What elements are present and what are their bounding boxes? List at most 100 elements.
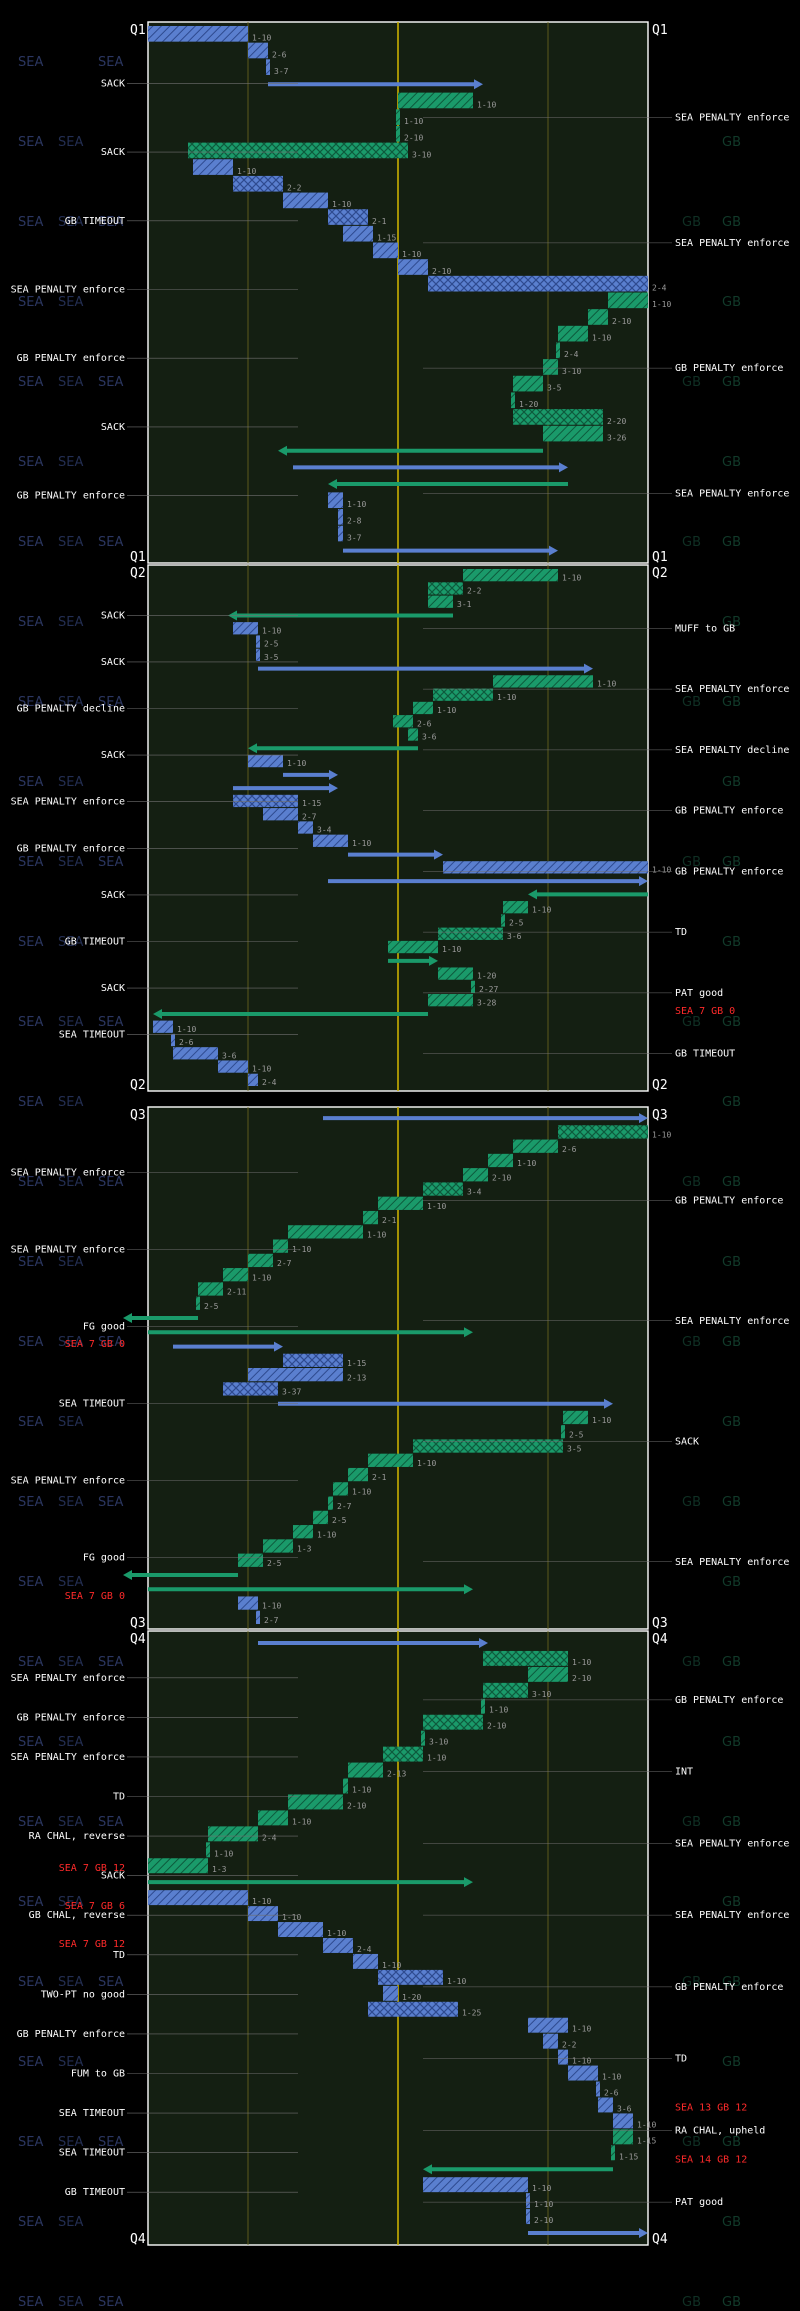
down-distance-label: 2-13	[347, 1373, 366, 1382]
gb-play-bar	[423, 1182, 463, 1196]
watermark-sea: SEA	[18, 935, 43, 950]
sea-play-bar	[278, 1922, 323, 1937]
gb-play-bar	[396, 109, 400, 125]
gb-play-bar	[413, 1439, 563, 1453]
gb-play-bar	[543, 425, 603, 442]
watermark-sea: SEA	[58, 1015, 83, 1030]
play: 3-6	[598, 2097, 632, 2113]
event-label: TD	[113, 1950, 125, 1961]
watermark-sea: SEA	[58, 2215, 83, 2230]
play: 1-3	[263, 1539, 312, 1554]
down-distance-label: 3-7	[274, 67, 289, 76]
down-distance-label: 1-10	[402, 250, 421, 259]
down-distance-label: 1-10	[352, 1785, 371, 1794]
down-distance-label: 2-1	[372, 1473, 387, 1482]
down-distance-label: 2-8	[347, 517, 362, 526]
quarter-label: Q1	[652, 23, 668, 38]
kick-arrow-head	[423, 2164, 432, 2175]
down-distance-label: 2-2	[287, 184, 302, 193]
play: 1-10	[223, 1268, 271, 1282]
down-distance-label: 1-10	[497, 693, 516, 702]
sea-play-bar	[526, 2209, 530, 2225]
play: 2-1	[363, 1210, 397, 1225]
play: 2-8	[338, 509, 362, 526]
down-distance-label: 3-37	[282, 1388, 301, 1397]
play: 1-10	[248, 754, 306, 768]
gb-play-bar	[563, 1410, 588, 1425]
watermark-sea: SEA	[18, 1495, 43, 1510]
down-distance-label: 3-4	[317, 826, 332, 835]
event-label: GB PENALTY enforce	[17, 1712, 125, 1723]
watermark-sea: SEA	[18, 855, 43, 870]
watermark-sea: SEA	[18, 1735, 43, 1750]
watermark-sea: SEA	[18, 1175, 43, 1190]
watermark-gb: GB	[722, 2215, 741, 2230]
quarter-label: Q2	[652, 1078, 668, 1093]
down-distance-label: 1-10	[404, 117, 423, 126]
sea-play-bar	[173, 1047, 218, 1060]
gb-play-bar	[288, 1225, 363, 1239]
watermark-gb: GB	[682, 1975, 701, 1990]
right-event-labels: GB PENALTY enforce INT SEA PENALTY enforce…	[423, 1695, 789, 2208]
kick-arrow-head	[464, 1584, 473, 1595]
event-label: GB TIMEOUT	[675, 1049, 735, 1060]
down-distance-label: 1-15	[377, 234, 396, 243]
play: 2-6	[596, 2081, 619, 2097]
down-distance-label: 1-10	[532, 2184, 551, 2193]
down-distance-label: 1-25	[462, 2009, 481, 2018]
quarter-label: Q4	[130, 2232, 146, 2247]
watermark-gb: GB	[722, 135, 741, 150]
gb-play-bar	[511, 392, 515, 409]
down-distance-label: 2-7	[277, 1259, 292, 1268]
watermark-gb: GB	[722, 775, 741, 790]
score-label: SEA 7 GB 12	[59, 1863, 125, 1874]
play: 2-5	[196, 1296, 219, 1311]
sea-play-bar	[528, 2017, 568, 2033]
down-distance-label: 1-15	[302, 799, 321, 808]
play: 2-2	[543, 2033, 577, 2050]
watermark-sea: SEA	[18, 2135, 43, 2150]
gb-play-bar	[488, 1153, 513, 1168]
watermark-sea: SEA	[98, 1815, 123, 1830]
event-label: SACK	[101, 422, 125, 433]
play: 1-10	[396, 109, 423, 126]
left-event-labels: SACK SACK GB TIMEOUT SEA PENALTY enforce GB …	[11, 78, 298, 502]
gb-play-bar	[333, 1482, 348, 1496]
watermark-gb: GB	[682, 215, 701, 230]
watermark-sea: SEA	[18, 375, 43, 390]
watermark-gb: GB	[722, 295, 741, 310]
sea-play-bar	[193, 159, 233, 175]
sea-play-bar	[373, 242, 398, 259]
gb-play-bar	[528, 1666, 568, 1682]
play	[173, 1341, 283, 1352]
kick-arrow-head	[639, 876, 648, 887]
play: 3-37	[223, 1382, 301, 1397]
kick-arrow-head	[474, 79, 483, 90]
play	[293, 462, 568, 473]
gb-play-bar	[543, 359, 558, 375]
quarter-label: Q1	[130, 23, 146, 38]
watermark-sea: SEA	[58, 1335, 83, 1350]
quarter-q4: Q4 Q4 Q4 Q4 1-10 2-10 3-10 1-10 2-10 3-10 1-10 2-13…	[11, 1630, 789, 2247]
sea-play-bar	[283, 192, 328, 209]
play: 1-10	[398, 92, 496, 109]
play: 1-10	[248, 1906, 301, 1922]
event-label: SEA PENALTY enforce	[675, 1838, 789, 1849]
play: 1-10	[193, 159, 256, 176]
play	[323, 1113, 648, 1124]
watermark-gb: GB	[722, 615, 741, 630]
sea-play-bar	[171, 1033, 175, 1047]
play: 1-10	[558, 2049, 591, 2066]
play	[148, 1584, 473, 1595]
down-distance-label: 1-15	[347, 1359, 366, 1368]
sea-play-bar	[613, 2113, 633, 2129]
down-distance-label: 3-6	[507, 932, 522, 941]
gb-play-bar	[438, 967, 473, 980]
play: 1-10	[383, 1746, 446, 1763]
sea-play-bar	[238, 1596, 258, 1610]
play: 1-10	[373, 242, 421, 259]
down-distance-label: 3-7	[347, 533, 362, 542]
play: 3-7	[338, 525, 362, 542]
watermark-gb: GB	[682, 1335, 701, 1350]
watermark-sea: SEA	[58, 1655, 83, 1670]
